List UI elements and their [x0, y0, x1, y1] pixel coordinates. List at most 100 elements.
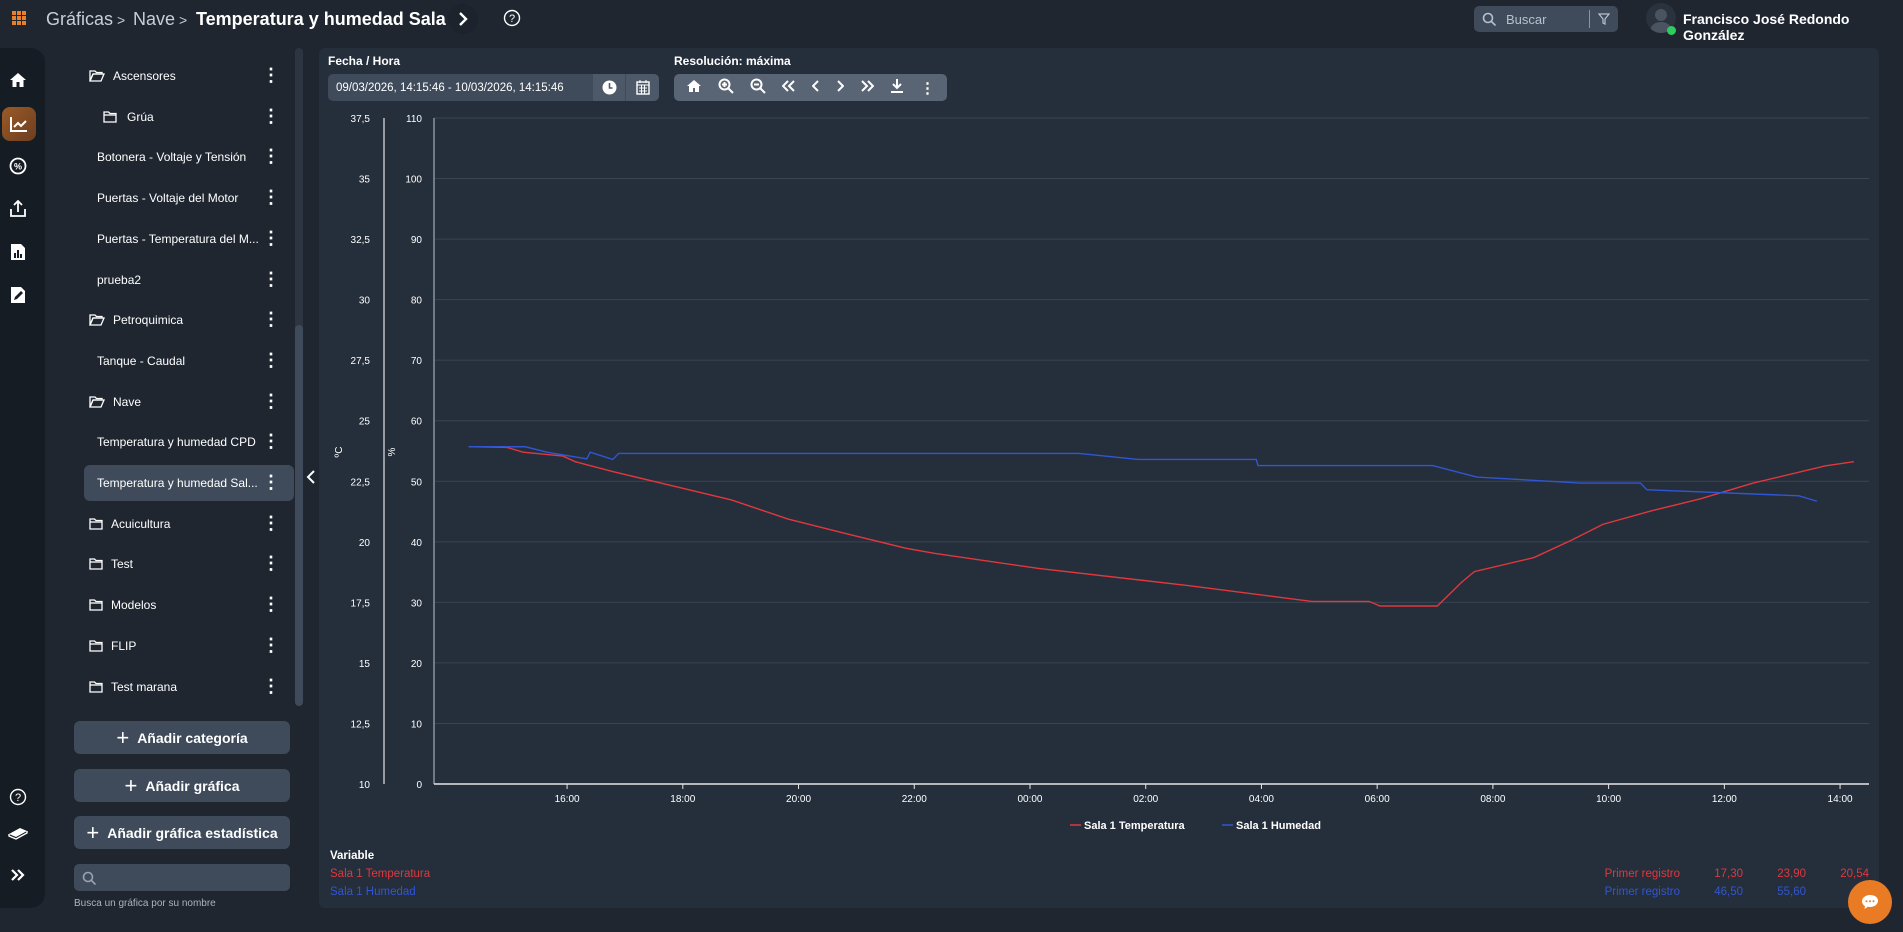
double-chevron-right-icon[interactable]: [860, 79, 875, 96]
search-input[interactable]: Buscar: [1506, 11, 1547, 27]
more-options-icon[interactable]: ⋮: [920, 79, 935, 97]
item-menu-kebab-icon[interactable]: ⋮: [262, 268, 280, 289]
item-menu-kebab-icon[interactable]: ⋮: [262, 105, 280, 126]
y-left-tick-label: 27,5: [351, 356, 371, 367]
date-range-input[interactable]: 09/03/2026, 14:15:46 - 10/03/2026, 14:15…: [328, 74, 659, 101]
icon-rail: % ?: [0, 48, 45, 908]
online-status-dot: [1667, 26, 1676, 35]
tree-folder-item[interactable]: Ascensores ⋮: [84, 58, 294, 94]
double-chevron-left-icon[interactable]: [781, 79, 796, 96]
legend-item[interactable]: Sala 1 Temperatura: [1084, 820, 1186, 832]
y-right-tick-label: 30: [411, 598, 423, 609]
tree-chart-item[interactable]: Puertas - Voltaje del Motor ⋮: [84, 180, 294, 216]
y-left-tick-label: 12,5: [351, 719, 371, 730]
svg-text:?: ?: [509, 13, 515, 25]
help-icon[interactable]: ?: [503, 9, 521, 27]
tree-folder-item[interactable]: Test marana ⋮: [84, 669, 294, 705]
rail-percent[interactable]: %: [6, 154, 30, 178]
download-icon[interactable]: [890, 78, 904, 97]
chat-button[interactable]: [1848, 880, 1892, 924]
item-menu-kebab-icon[interactable]: ⋮: [262, 553, 280, 574]
y-left-tick-label: 35: [359, 175, 371, 186]
item-menu-kebab-icon[interactable]: ⋮: [262, 472, 280, 492]
clock-button[interactable]: [593, 74, 626, 101]
apps-grid-icon[interactable]: [12, 11, 26, 25]
tree-folder-item[interactable]: FLIP ⋮: [84, 628, 294, 664]
user-name[interactable]: Francisco José Redondo González: [1683, 11, 1850, 43]
folder-icon: [103, 111, 117, 123]
rail-expand[interactable]: [6, 863, 30, 887]
collapse-sidebar-icon[interactable]: [306, 470, 316, 484]
y-left-axis-label: ºC: [334, 447, 345, 458]
next-chart-button[interactable]: [448, 4, 478, 34]
tree-folder-item[interactable]: Modelos ⋮: [84, 587, 294, 623]
item-menu-kebab-icon[interactable]: ⋮: [262, 634, 280, 655]
tree-chart-item[interactable]: Puertas - Temperatura del M... ⋮: [84, 221, 294, 257]
y-right-axis-label: %: [387, 447, 398, 456]
y-left-tick-label: 17,5: [351, 598, 371, 609]
tree-folder-item[interactable]: Test ⋮: [84, 546, 294, 582]
chart-panel: [319, 48, 1879, 908]
tree-item-label: Acuicultura: [111, 516, 171, 531]
rail-export[interactable]: [6, 197, 30, 221]
reset-zoom-home-icon[interactable]: [686, 79, 702, 97]
folder-icon: [89, 680, 103, 693]
chevron-left-icon[interactable]: [811, 79, 820, 96]
rail-charts[interactable]: [2, 107, 36, 141]
item-menu-kebab-icon[interactable]: ⋮: [262, 309, 280, 330]
tree-item-label: Tanque - Caudal: [97, 353, 186, 368]
chart-toolbar: ⋮: [674, 74, 947, 101]
chevron-right-icon[interactable]: [836, 79, 845, 96]
tree-item-label: Temperatura y humedad CPD: [97, 435, 256, 450]
stats-variable-name: Sala 1 Humedad: [330, 886, 416, 898]
rail-edit[interactable]: [6, 283, 30, 307]
add-stat-chart-button[interactable]: + Añadir gráfica estadística: [74, 816, 290, 849]
tree-chart-item[interactable]: Temperatura y humedad Sal... ⋮: [84, 465, 294, 501]
breadcrumb-graficas[interactable]: Gráficas: [46, 9, 114, 29]
tree-chart-item[interactable]: Botonera - Voltaje y Tensión ⋮: [84, 139, 294, 175]
filter-icon[interactable]: [1598, 13, 1610, 25]
page-title: Temperatura y humedad Sala 1: [196, 9, 461, 29]
item-menu-kebab-icon[interactable]: ⋮: [262, 431, 280, 452]
item-menu-kebab-icon[interactable]: ⋮: [262, 594, 280, 615]
tree-chart-item[interactable]: prueba2 ⋮: [84, 262, 294, 298]
rail-help[interactable]: ?: [6, 785, 30, 809]
item-menu-kebab-icon[interactable]: ⋮: [262, 146, 280, 167]
item-menu-kebab-icon[interactable]: ⋮: [262, 227, 280, 248]
global-search[interactable]: Buscar: [1474, 6, 1618, 32]
chart-search-input[interactable]: [74, 864, 290, 891]
item-menu-kebab-icon[interactable]: ⋮: [262, 349, 280, 370]
x-tick-label: 10:00: [1596, 794, 1621, 805]
item-menu-kebab-icon[interactable]: ⋮: [262, 512, 280, 533]
item-menu-kebab-icon[interactable]: ⋮: [262, 65, 280, 85]
tree-chart-item[interactable]: Tanque - Caudal ⋮: [84, 343, 294, 379]
tree-chart-item[interactable]: Temperatura y humedad CPD ⋮: [84, 424, 294, 460]
legend-item[interactable]: Sala 1 Humedad: [1236, 820, 1321, 832]
rail-reports[interactable]: [6, 240, 30, 264]
tree-folder-item[interactable]: Acuicultura ⋮: [84, 506, 294, 542]
item-menu-kebab-icon[interactable]: ⋮: [262, 187, 280, 208]
series-line-temperatura[interactable]: [468, 445, 1855, 607]
chart-search-hint: Busca un gráfica por su nombre: [74, 898, 216, 909]
rail-home[interactable]: [6, 68, 30, 92]
calendar-button[interactable]: [626, 74, 659, 101]
edit-document-icon: [11, 287, 25, 303]
item-menu-kebab-icon[interactable]: ⋮: [262, 390, 280, 411]
add-chart-button[interactable]: + Añadir gráfica: [74, 769, 290, 802]
series-line-humedad[interactable]: [468, 446, 1818, 502]
folder-icon: [89, 558, 103, 571]
zoom-out-icon[interactable]: [750, 78, 766, 98]
date-range-value: 09/03/2026, 14:15:46 - 10/03/2026, 14:15…: [336, 81, 564, 94]
y-right-tick-label: 100: [405, 175, 422, 186]
tree-scrollbar-thumb[interactable]: [295, 325, 303, 706]
rail-docs[interactable]: [6, 821, 30, 845]
item-menu-kebab-icon[interactable]: ⋮: [262, 675, 280, 696]
breadcrumb-nave[interactable]: Nave: [133, 9, 176, 29]
tree-folder-item[interactable]: Petroquimica ⋮: [84, 302, 294, 338]
zoom-in-icon[interactable]: [718, 78, 734, 98]
tree-folder-item[interactable]: Grúa ⋮: [84, 99, 294, 135]
add-category-button[interactable]: + Añadir categoría: [74, 721, 290, 754]
y-right-tick-label: 90: [411, 235, 423, 246]
tree-folder-item[interactable]: Nave ⋮: [84, 384, 294, 420]
